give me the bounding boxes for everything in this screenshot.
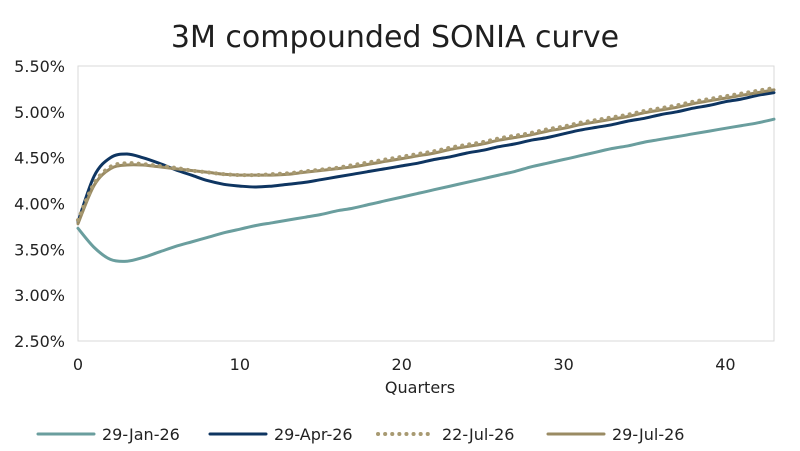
series-line-29-jul-26 bbox=[76, 88, 776, 226]
y-tick-label: 3.50% bbox=[14, 240, 65, 259]
x-tick-label: 30 bbox=[553, 355, 573, 374]
y-tick-label: 4.00% bbox=[14, 195, 65, 214]
series-line-29-jan-26 bbox=[76, 117, 776, 263]
legend-label: 29-Jul-26 bbox=[612, 425, 684, 444]
legend-label: 29-Jan-26 bbox=[102, 425, 180, 444]
legend-label: 29-Apr-26 bbox=[274, 425, 353, 444]
chart-title: 3M compounded SONIA curve bbox=[171, 20, 619, 55]
y-tick-label: 2.50% bbox=[14, 332, 65, 351]
legend: 29-Jan-26 29-Apr-26 22-Jul-26 29-Jul-26 bbox=[36, 425, 684, 444]
y-tick-label: 5.50% bbox=[14, 57, 65, 76]
x-tick-label: 40 bbox=[715, 355, 735, 374]
y-tick-label: 3.00% bbox=[14, 286, 65, 305]
legend-item-29-jul-26: 29-Jul-26 bbox=[546, 425, 684, 444]
y-axis: 2.50% 3.00% 3.50% 4.00% 4.50% 5.00% 5.50% bbox=[14, 57, 65, 351]
legend-item-22-jul-26: 22-Jul-26 bbox=[376, 425, 514, 444]
x-tick-label: 0 bbox=[73, 355, 83, 374]
series-line-29-apr-26 bbox=[76, 91, 776, 224]
series-layer bbox=[76, 86, 776, 263]
legend-item-29-jan-26: 29-Jan-26 bbox=[36, 425, 180, 444]
legend-label: 22-Jul-26 bbox=[442, 425, 514, 444]
x-tick-label: 10 bbox=[230, 355, 250, 374]
x-axis-title: Quarters bbox=[385, 378, 455, 397]
y-tick-label: 4.50% bbox=[14, 149, 65, 168]
x-axis: 0 10 20 30 40 bbox=[73, 355, 736, 374]
legend-item-29-apr-26: 29-Apr-26 bbox=[208, 425, 353, 444]
series-line-22-jul-26 bbox=[76, 86, 776, 222]
x-tick-label: 20 bbox=[392, 355, 412, 374]
y-tick-label: 5.00% bbox=[14, 103, 65, 122]
